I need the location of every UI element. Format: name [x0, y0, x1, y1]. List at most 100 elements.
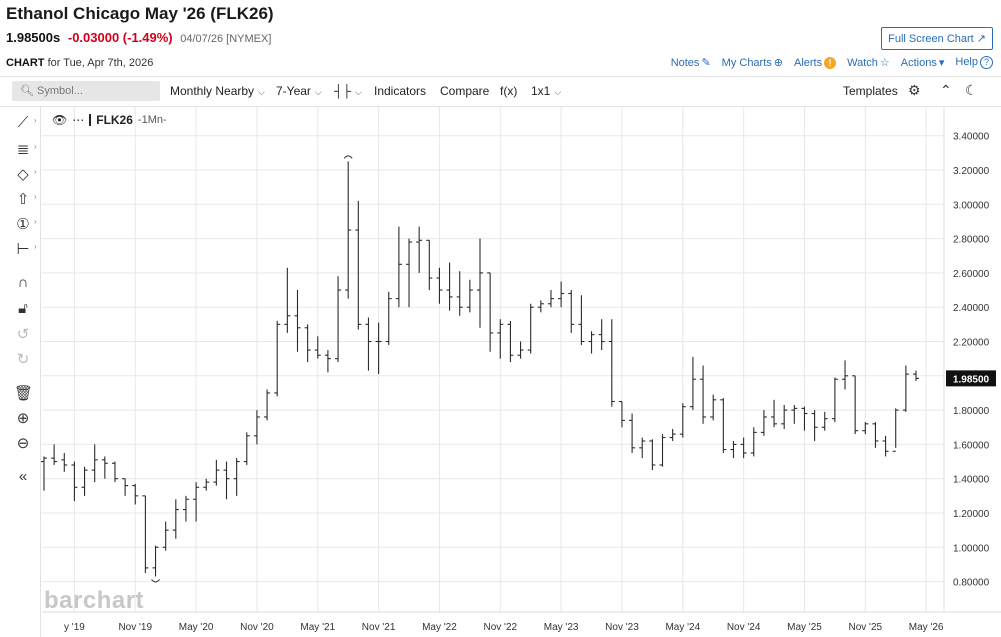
x-tick-label: Nov '24	[727, 622, 761, 633]
compare-button[interactable]: Compare	[440, 84, 490, 98]
ohlc-bar	[284, 267, 291, 333]
ohlc-bars-icon: ┤├	[334, 84, 352, 98]
chart-label: CHART	[6, 57, 45, 69]
ohlc-bar	[243, 432, 250, 465]
redo-icon[interactable]: ↻	[16, 351, 30, 368]
ohlc-bar	[872, 422, 879, 448]
annotation-tool-icon[interactable]: ① ›	[16, 216, 37, 233]
ohlc-bar	[700, 365, 707, 424]
trash-icon[interactable]: 🗑︎	[14, 385, 34, 402]
plus-circle-icon: ⊕	[773, 57, 783, 69]
ohlc-bar	[41, 456, 47, 491]
ohlc-bar	[527, 303, 534, 354]
my-charts-link[interactable]: My Charts ⊕	[722, 56, 783, 69]
quote-meta: 04/07/26 [NYMEX]	[180, 33, 272, 45]
ohlc-bar	[446, 262, 453, 311]
notes-link[interactable]: Notes ✎	[671, 56, 711, 69]
x-tick-label: Nov '20	[240, 622, 274, 633]
ohlc-bar	[639, 437, 646, 459]
y-tick-label: 3.00000	[953, 200, 990, 211]
dark-mode-moon-icon[interactable]: ☾	[965, 82, 978, 98]
chart-date: for Tue, Apr 7th, 2026	[47, 57, 154, 69]
templates-button[interactable]: Templates	[843, 84, 898, 98]
x-tick-label: May '26	[909, 622, 944, 633]
measure-tool-icon[interactable]: ⊢ ›	[16, 241, 37, 258]
indicators-button[interactable]: Indicators	[374, 84, 427, 98]
bar-type-select[interactable]: ┤├ ⌵	[334, 84, 362, 98]
legend-symbol: FLK26	[96, 113, 133, 127]
ohlc-bar	[324, 350, 331, 373]
magnet-icon[interactable]: ∩	[17, 274, 29, 291]
notes-label: Notes	[670, 57, 700, 69]
ohlc-bar	[608, 319, 615, 407]
ohlc-bar	[913, 370, 919, 381]
ohlc-bar	[345, 161, 352, 299]
ohlc-bar	[781, 404, 788, 429]
ohlc-bar	[679, 403, 686, 438]
ohlc-bar	[162, 521, 169, 551]
eye-icon[interactable]: 👁︎	[52, 113, 68, 127]
ohlc-bar	[253, 410, 260, 445]
period-select[interactable]: Monthly Nearby ⌵	[170, 84, 265, 98]
ohlc-bar	[132, 483, 139, 505]
shapes-tool-icon[interactable]: ◇ ›	[17, 166, 37, 183]
ohlc-bar	[629, 413, 636, 453]
symbol-search-input[interactable]: 🔍︎ Symbol...	[12, 81, 160, 101]
y-tick-label: 3.40000	[953, 132, 990, 143]
ohlc-bar	[142, 495, 149, 574]
ohlc-bar	[689, 356, 696, 411]
y-tick-label: 2.60000	[953, 269, 990, 280]
x-tick-label: May '22	[422, 622, 457, 633]
chevron-down-icon: ⌵	[355, 87, 362, 97]
layout-label: 1x1	[531, 84, 551, 98]
ohlc-bar	[193, 482, 200, 522]
y-tick-label: 2.20000	[953, 338, 990, 349]
y-tick-label: 0.80000	[953, 578, 990, 589]
question-icon: ?	[980, 56, 993, 69]
y-tick-label: 1.20000	[953, 509, 990, 520]
alerts-label: Alerts	[794, 56, 823, 69]
line-tool-icon[interactable]: ⟋ ›	[17, 114, 37, 131]
ohlc-bar	[517, 341, 524, 359]
ohlc-bar	[507, 320, 514, 363]
ohlc-bar	[182, 495, 189, 522]
ohlc-bar	[365, 317, 372, 371]
ohlc-bar	[497, 319, 504, 359]
actions-label: Actions	[900, 57, 937, 69]
more-icon[interactable]: ⋯	[72, 113, 85, 127]
ohlc-bar	[335, 276, 342, 363]
watch-label: Watch	[847, 57, 878, 69]
ohlc-bar	[122, 478, 129, 496]
quote-line: 1.98500s -0.03000 (-1.49%) 04/07/26 [NYM…	[6, 30, 271, 45]
y-tick-label: 2.40000	[953, 303, 990, 314]
ohlc-bar	[801, 406, 808, 431]
ohlc-bar	[233, 458, 240, 496]
ohlc-bar	[821, 411, 828, 431]
help-link[interactable]: Help?	[955, 56, 993, 69]
zoom-out-icon[interactable]: ⊖	[16, 435, 30, 452]
x-tick-label: y '19	[64, 622, 85, 633]
x-tick-label: May '24	[665, 622, 700, 633]
alerts-link[interactable]: Alerts!	[794, 56, 837, 69]
collapse-up-icon[interactable]: ⌃	[940, 82, 952, 98]
fibonacci-tool-icon[interactable]: ≣ ›	[16, 141, 37, 158]
arrow-tool-icon[interactable]: ⇧ ›	[16, 191, 37, 208]
undo-icon[interactable]: ↺	[16, 326, 30, 343]
ohlc-bar	[223, 461, 230, 500]
x-tick-label: Nov '19	[118, 622, 152, 633]
ohlc-bar	[902, 365, 909, 412]
ohlc-bar	[537, 300, 544, 313]
collapse-sidebar-icon[interactable]: «	[18, 468, 28, 485]
range-select[interactable]: 7-Year ⌵	[276, 84, 322, 98]
zoom-in-icon[interactable]: ⊕	[16, 410, 30, 427]
full-screen-chart-button[interactable]: Full Screen Chart ↗	[881, 27, 993, 50]
actions-link[interactable]: Actions ▾	[901, 56, 945, 69]
layout-select[interactable]: 1x1 ⌵	[531, 84, 561, 98]
watch-link[interactable]: Watch ☆	[847, 56, 890, 69]
ohlc-bar	[588, 331, 595, 354]
unlock-icon[interactable]: 🔓︎	[18, 300, 28, 317]
function-button[interactable]: f(x)	[500, 84, 518, 98]
star-icon: ☆	[879, 57, 890, 69]
settings-gear-icon[interactable]: ⚙	[908, 82, 921, 98]
